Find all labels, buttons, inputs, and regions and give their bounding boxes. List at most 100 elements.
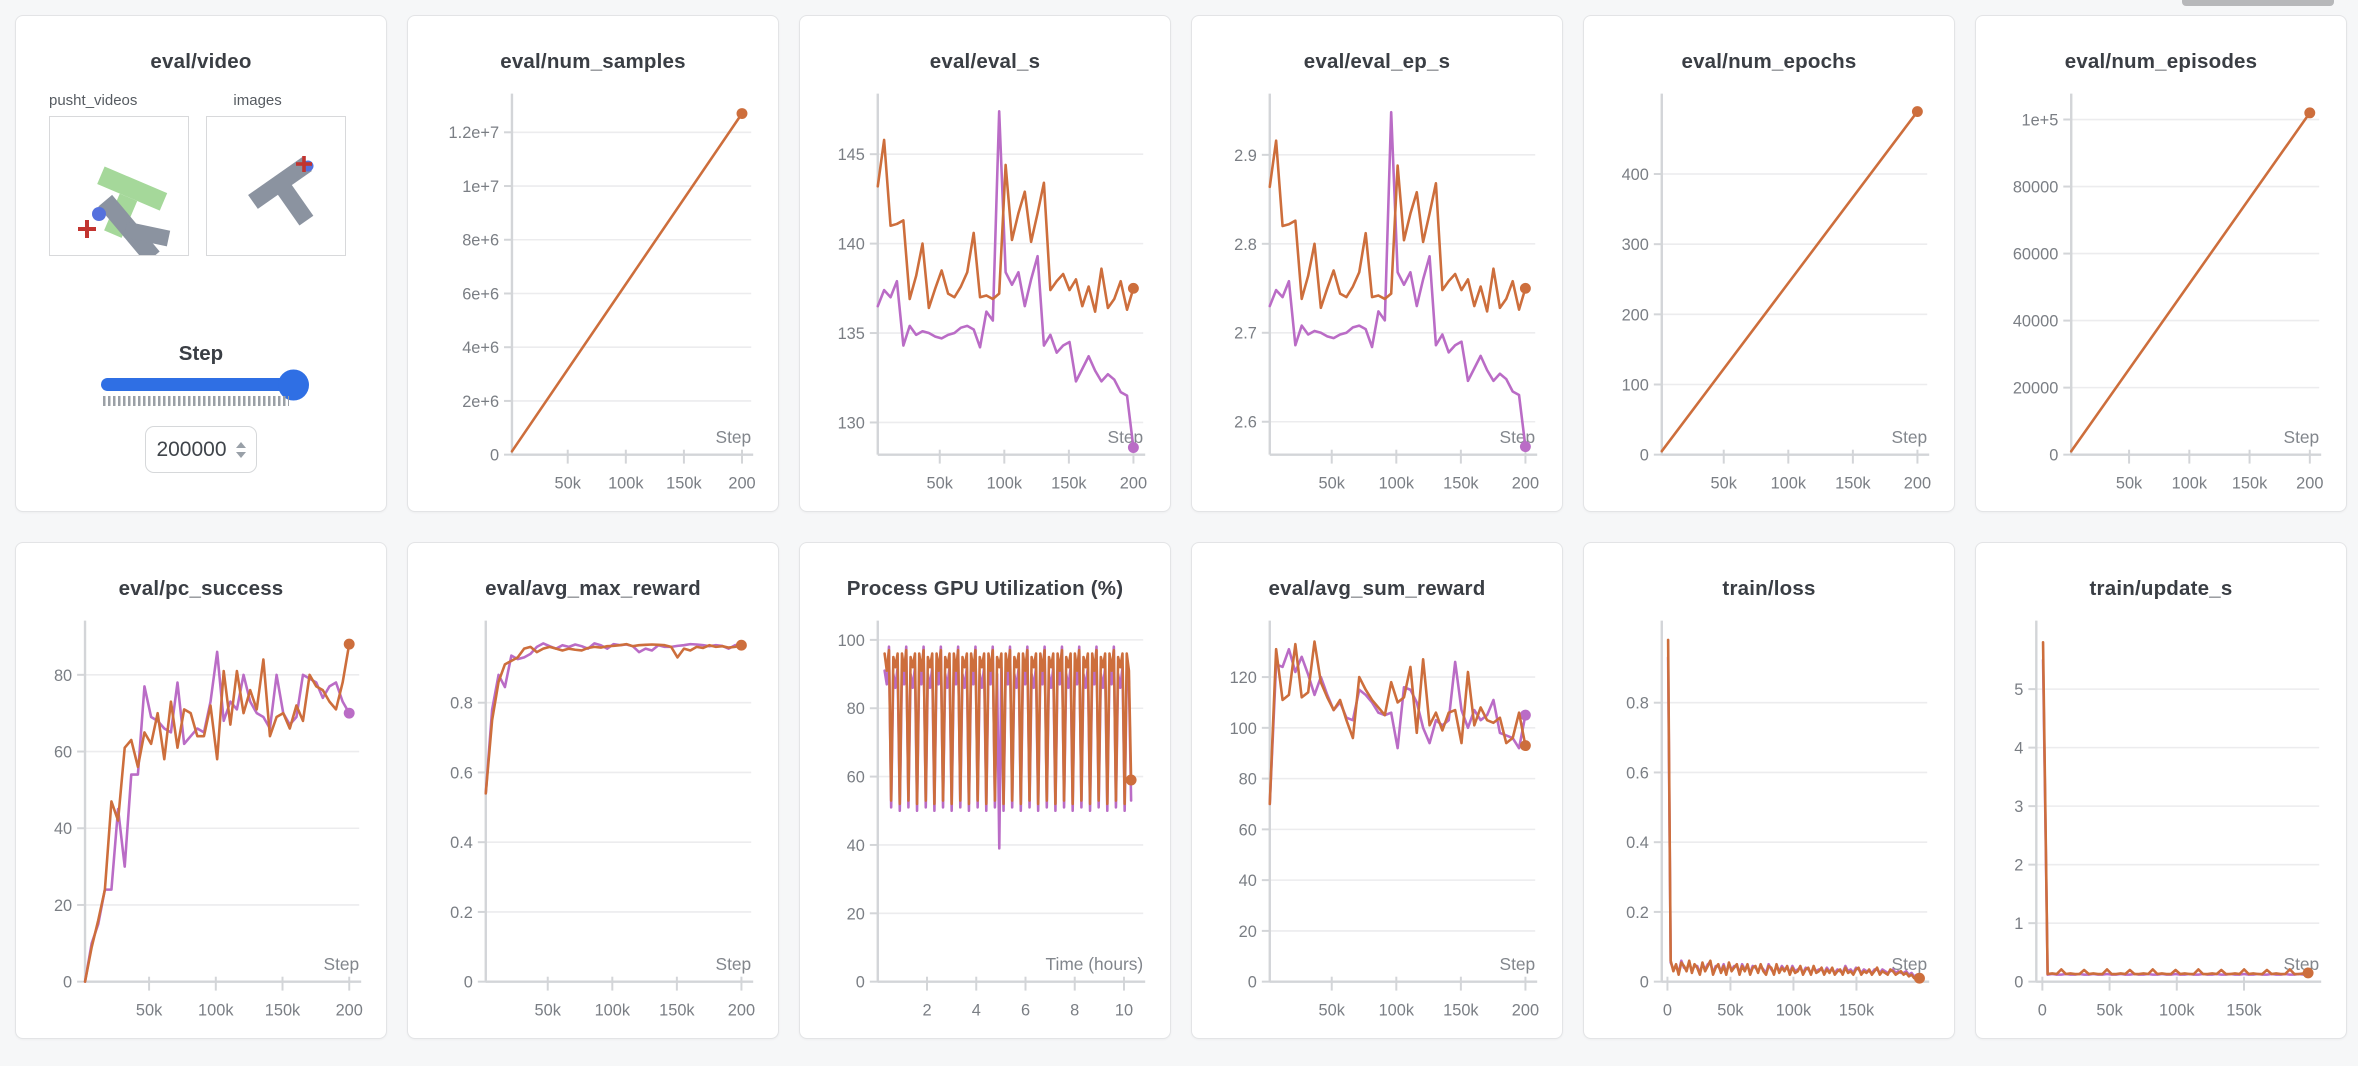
svg-text:2: 2: [922, 1001, 931, 1019]
svg-text:100k: 100k: [987, 474, 1023, 492]
svg-text:0: 0: [63, 974, 72, 992]
panel-title: eval/num_epochs: [1681, 50, 1857, 73]
svg-text:0: 0: [490, 447, 499, 465]
svg-text:130: 130: [838, 414, 865, 432]
svg-text:100k: 100k: [1776, 1001, 1812, 1019]
svg-text:150k: 150k: [1835, 474, 1871, 492]
svg-text:140: 140: [838, 236, 865, 254]
svg-text:3: 3: [2014, 798, 2023, 816]
step-value: 200000: [156, 437, 227, 461]
panel-eval-avg-max-reward: eval/avg_max_reward 0 0.2 0.4 0.6 0.8 50k 100k…: [407, 542, 779, 1039]
svg-text:10: 10: [1115, 1001, 1133, 1019]
slider-track[interactable]: [101, 378, 301, 391]
svg-text:2.6: 2.6: [1234, 414, 1257, 432]
svg-text:150k: 150k: [265, 1001, 301, 1019]
svg-text:2.7: 2.7: [1234, 325, 1257, 343]
panel-title: eval/num_episodes: [2064, 50, 2258, 73]
svg-text:20000: 20000: [2013, 380, 2058, 398]
media-thumbnails: [49, 116, 386, 264]
svg-text:100: 100: [1622, 376, 1649, 394]
panel-title: eval/avg_sum_reward: [1268, 577, 1486, 600]
pusht-scene-icon: [78, 166, 171, 264]
chart-eval-avg-max-reward[interactable]: 0 0.2 0.4 0.6 0.8 50k 100k 150k 200 Step: [408, 605, 777, 1029]
svg-text:50k: 50k: [1319, 474, 1346, 492]
svg-text:2.9: 2.9: [1234, 147, 1257, 165]
svg-text:8: 8: [1070, 1001, 1079, 1019]
step-value-input[interactable]: 200000: [145, 426, 257, 473]
svg-text:120: 120: [1230, 669, 1257, 687]
svg-text:150k: 150k: [2232, 474, 2268, 492]
chart-eval-eval-s[interactable]: 130 135 140 145 50k 100k 150k 200 Step: [800, 78, 1169, 502]
svg-text:200: 200: [1512, 474, 1539, 492]
panel-eval-eval-s: eval/eval_s 130 135 140 145 50k 100k 150k 200 St…: [799, 15, 1171, 512]
svg-text:4: 4: [2014, 740, 2023, 758]
step-down-icon[interactable]: [235, 451, 246, 458]
svg-text:200: 200: [2296, 474, 2323, 492]
svg-text:80: 80: [54, 667, 72, 685]
video-thumbnail-pusht[interactable]: [49, 116, 189, 264]
chart-eval-avg-sum-reward[interactable]: 0 20 40 60 80 100 120 50k 100k 150k 200 Step: [1192, 605, 1561, 1029]
svg-text:200: 200: [336, 1001, 363, 1019]
svg-text:50k: 50k: [927, 474, 954, 492]
chart-train-loss[interactable]: 0 0.2 0.4 0.6 0.8 0 50k 100k 150k Step: [1584, 605, 1953, 1029]
svg-text:150k: 150k: [2226, 1001, 2262, 1019]
svg-text:100k: 100k: [608, 474, 644, 492]
svg-text:0: 0: [1640, 447, 1649, 465]
svg-text:200: 200: [728, 474, 755, 492]
panel-eval-video: eval/video pusht_videos images: [15, 15, 387, 512]
svg-text:2.8: 2.8: [1234, 236, 1257, 254]
svg-text:0: 0: [2049, 447, 2058, 465]
images-scene-icon: [248, 156, 314, 226]
panel-eval-num-epochs: eval/num_epochs 0 100 200 300 400 50k 100k 150k…: [1583, 15, 1955, 512]
svg-text:50k: 50k: [136, 1001, 163, 1019]
svg-text:0: 0: [2014, 974, 2023, 992]
chart-process-gpu-utilization[interactable]: 0 20 40 60 80 100 2 4 6 8 10 Time (hours): [800, 605, 1169, 1029]
svg-text:0.6: 0.6: [1626, 764, 1649, 782]
stepper-arrows[interactable]: [235, 441, 246, 458]
svg-text:2e+6: 2e+6: [462, 393, 499, 411]
svg-text:200: 200: [1512, 1001, 1539, 1019]
svg-text:Step: Step: [2284, 427, 2320, 447]
video-thumbnail-images[interactable]: [206, 116, 346, 256]
chart-eval-num-epochs[interactable]: 0 100 200 300 400 50k 100k 150k 200 Step: [1584, 78, 1953, 502]
panel-train-update-s: train/update_s 0 1 2 3 4 5 0 50k 100k 150k Step: [1975, 542, 2347, 1039]
panel-title: train/update_s: [2089, 577, 2233, 600]
panel-grid: eval/video pusht_videos images: [15, 15, 2347, 1039]
step-slider-label: Step: [178, 342, 224, 365]
svg-text:150k: 150k: [659, 1001, 695, 1019]
svg-text:50k: 50k: [1711, 474, 1738, 492]
chart-eval-num-episodes[interactable]: 0 20000 40000 60000 80000 1e+5 50k 100k 150k 200 S…: [1976, 78, 2345, 502]
svg-text:300: 300: [1622, 236, 1649, 254]
svg-text:100k: 100k: [1379, 474, 1415, 492]
step-slider[interactable]: [101, 369, 309, 400]
svg-text:145: 145: [838, 146, 865, 164]
panel-title: eval/pc_success: [118, 577, 284, 600]
svg-text:1.2e+7: 1.2e+7: [449, 124, 500, 142]
svg-text:0: 0: [2038, 1001, 2047, 1019]
svg-text:400: 400: [1622, 166, 1649, 184]
svg-text:200: 200: [1120, 474, 1147, 492]
svg-text:50k: 50k: [2116, 474, 2143, 492]
svg-text:0: 0: [1248, 974, 1257, 992]
svg-text:200: 200: [1622, 306, 1649, 324]
panel-title: eval/num_samples: [500, 50, 686, 73]
svg-text:150k: 150k: [1443, 474, 1479, 492]
scrollbar-thumb[interactable]: [2182, 0, 2334, 6]
chart-eval-num-samples[interactable]: 0 2e+6 4e+6 6e+6 8e+6 1e+7 1.2e+7 50k 100k 150k 20…: [408, 78, 777, 502]
svg-text:0.8: 0.8: [1626, 695, 1649, 713]
panel-title: eval/avg_max_reward: [485, 577, 701, 600]
svg-text:Step: Step: [1892, 954, 1928, 974]
media-label-images: images: [233, 92, 282, 109]
svg-text:0.2: 0.2: [450, 904, 473, 922]
step-up-icon[interactable]: [235, 441, 246, 448]
chart-eval-pc-success[interactable]: 0 20 40 60 80 50k 100k 150k 200 Step: [16, 605, 385, 1029]
svg-text:60: 60: [847, 769, 865, 787]
svg-text:4: 4: [972, 1001, 981, 1019]
slider-handle[interactable]: [278, 369, 309, 400]
svg-text:100k: 100k: [2159, 1001, 2195, 1019]
slider-tick-marks: [103, 396, 289, 406]
svg-text:200: 200: [1904, 474, 1931, 492]
svg-text:1: 1: [2014, 915, 2023, 933]
